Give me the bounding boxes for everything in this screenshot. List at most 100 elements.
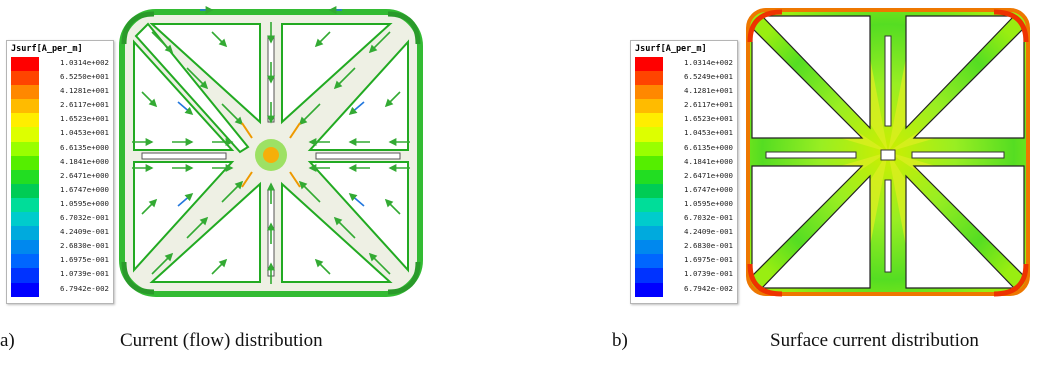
legend-swatch [11, 71, 39, 86]
legend-row: 6.6135e+000 [635, 141, 735, 156]
legend-swatch [11, 169, 39, 184]
legend-value: 1.0314e+002 [60, 58, 109, 67]
legend-value: 2.6830e-001 [684, 241, 733, 251]
legend-row: 1.6975e-001 [11, 254, 111, 269]
legend-rows-a: 1.0314e+002 6.5250e+001 4.1281e+001 2.6117e… [11, 57, 111, 297]
legend-value: 1.0739e-001 [684, 269, 733, 279]
legend-swatch [635, 113, 663, 128]
legend-title: Jsurf[A_per_m] [635, 44, 707, 54]
legend-value: 6.7032e-001 [684, 213, 733, 223]
corner-hotspots [747, 9, 1029, 297]
cutout [133, 39, 235, 151]
legend-swatch [11, 254, 39, 269]
legend-row: 2.6830e-001 [11, 240, 111, 255]
legend-value: 4.2409e-001 [60, 227, 109, 237]
legend-value: 4.1841e+000 [684, 156, 733, 166]
legend-value: 6.5249e+001 [684, 72, 733, 82]
corner-rings [121, 11, 421, 295]
legend-row: 4.2409e-001 [11, 226, 111, 241]
legend-swatch [11, 155, 39, 170]
legend-row: 1.0595e+000 [11, 197, 111, 213]
legend-value: 6.6135e+000 [60, 142, 109, 152]
legend-row: 2.6830e-001 [635, 240, 735, 255]
legend-swatch [635, 197, 663, 213]
legend-value: 1.6747e+000 [60, 184, 109, 194]
legend-swatch [635, 57, 663, 72]
legend-swatch [635, 71, 663, 86]
legend-row: 4.1841e+000 [11, 155, 111, 170]
legend-value: 1.6523e+001 [684, 114, 733, 124]
legend-a: Jsurf[A_per_m] 1.0314e+002 6.5250e+001 4.1… [6, 40, 114, 304]
legend-row: 1.6747e+000 [635, 183, 735, 198]
legend-row: 6.7942e-002 [11, 282, 111, 297]
legend-swatch [11, 197, 39, 213]
legend-value: 4.2409e-001 [684, 227, 733, 237]
legend-row: 4.1281e+001 [635, 85, 735, 100]
legend-value: 6.6135e+000 [684, 142, 733, 152]
legend-value: 6.7942e-002 [684, 283, 733, 293]
legend-swatch [11, 212, 39, 227]
legend-row: 1.6523e+001 [635, 113, 735, 128]
legend-value: 1.0453e+001 [60, 128, 109, 138]
legend-row: 1.0314e+002 [635, 57, 735, 72]
legend-swatch [635, 183, 663, 198]
legend-value: 1.0595e+000 [60, 198, 109, 208]
legend-swatch [635, 169, 663, 184]
legend-value: 1.0314e+002 [684, 58, 733, 67]
legend-value: 2.6830e-001 [60, 241, 109, 251]
legend-swatch [11, 99, 39, 114]
legend-value: 1.6975e-001 [60, 255, 109, 265]
caption-text: Surface current distribution [770, 330, 979, 351]
cutout [149, 181, 261, 283]
slots [765, 35, 1005, 273]
legend-value: 1.0453e+001 [684, 128, 733, 138]
legend-swatch [11, 57, 39, 72]
cutout [134, 22, 250, 154]
legend-swatch [635, 127, 663, 142]
legend-row: 1.6975e-001 [635, 254, 735, 269]
legend-value: 2.6117e+001 [60, 100, 109, 110]
legend-swatch [635, 226, 663, 241]
legend-swatch [635, 85, 663, 100]
legend-swatch [635, 141, 663, 156]
legend-row: 2.6117e+001 [11, 99, 111, 114]
flow-arrows [132, 22, 410, 284]
legend-value: 4.1841e+000 [60, 156, 109, 166]
cutouts [751, 15, 1025, 289]
legend-value: 2.6471e+000 [60, 170, 109, 180]
legend-value: 6.7942e-002 [60, 283, 109, 293]
legend-swatch [635, 282, 663, 297]
legend-swatch [635, 155, 663, 170]
legend-swatch [11, 85, 39, 100]
legend-row: 2.6117e+001 [635, 99, 735, 114]
legend-value: 4.1281e+001 [60, 86, 109, 96]
caption-label: a) [0, 330, 15, 351]
current-flow-plot [119, 6, 423, 297]
cutout [307, 161, 409, 273]
legend-swatch [11, 226, 39, 241]
legend-row: 1.0595e+000 [635, 197, 735, 213]
caption-label: b) [612, 330, 628, 351]
legend-row: 1.0739e-001 [635, 268, 735, 283]
legend-row: 1.0314e+002 [11, 57, 111, 72]
legend-row: 4.1841e+000 [635, 155, 735, 170]
cutout [281, 23, 393, 125]
legend-value: 2.6471e+000 [684, 170, 733, 180]
legend-value: 6.7032e-001 [60, 213, 109, 223]
legend-row: 1.0453e+001 [635, 127, 735, 142]
legend-swatch [11, 282, 39, 297]
legend-row: 6.7032e-001 [11, 212, 111, 227]
legend-value: 1.6523e+001 [60, 114, 109, 124]
legend-swatch [635, 254, 663, 269]
legend-row: 2.6471e+000 [11, 169, 111, 184]
legend-row: 1.0453e+001 [11, 127, 111, 142]
legend-swatch [635, 99, 663, 114]
legend-row: 2.6471e+000 [635, 169, 735, 184]
caption-text: Current (flow) distribution [120, 330, 323, 351]
legend-swatch [11, 127, 39, 142]
cutout [133, 161, 235, 273]
legend-swatch [11, 240, 39, 255]
legend-b: Jsurf[A_per_m] 1.0314e+002 6.5249e+001 4.1… [630, 40, 738, 304]
legend-swatch [11, 183, 39, 198]
legend-value: 1.6975e-001 [684, 255, 733, 265]
